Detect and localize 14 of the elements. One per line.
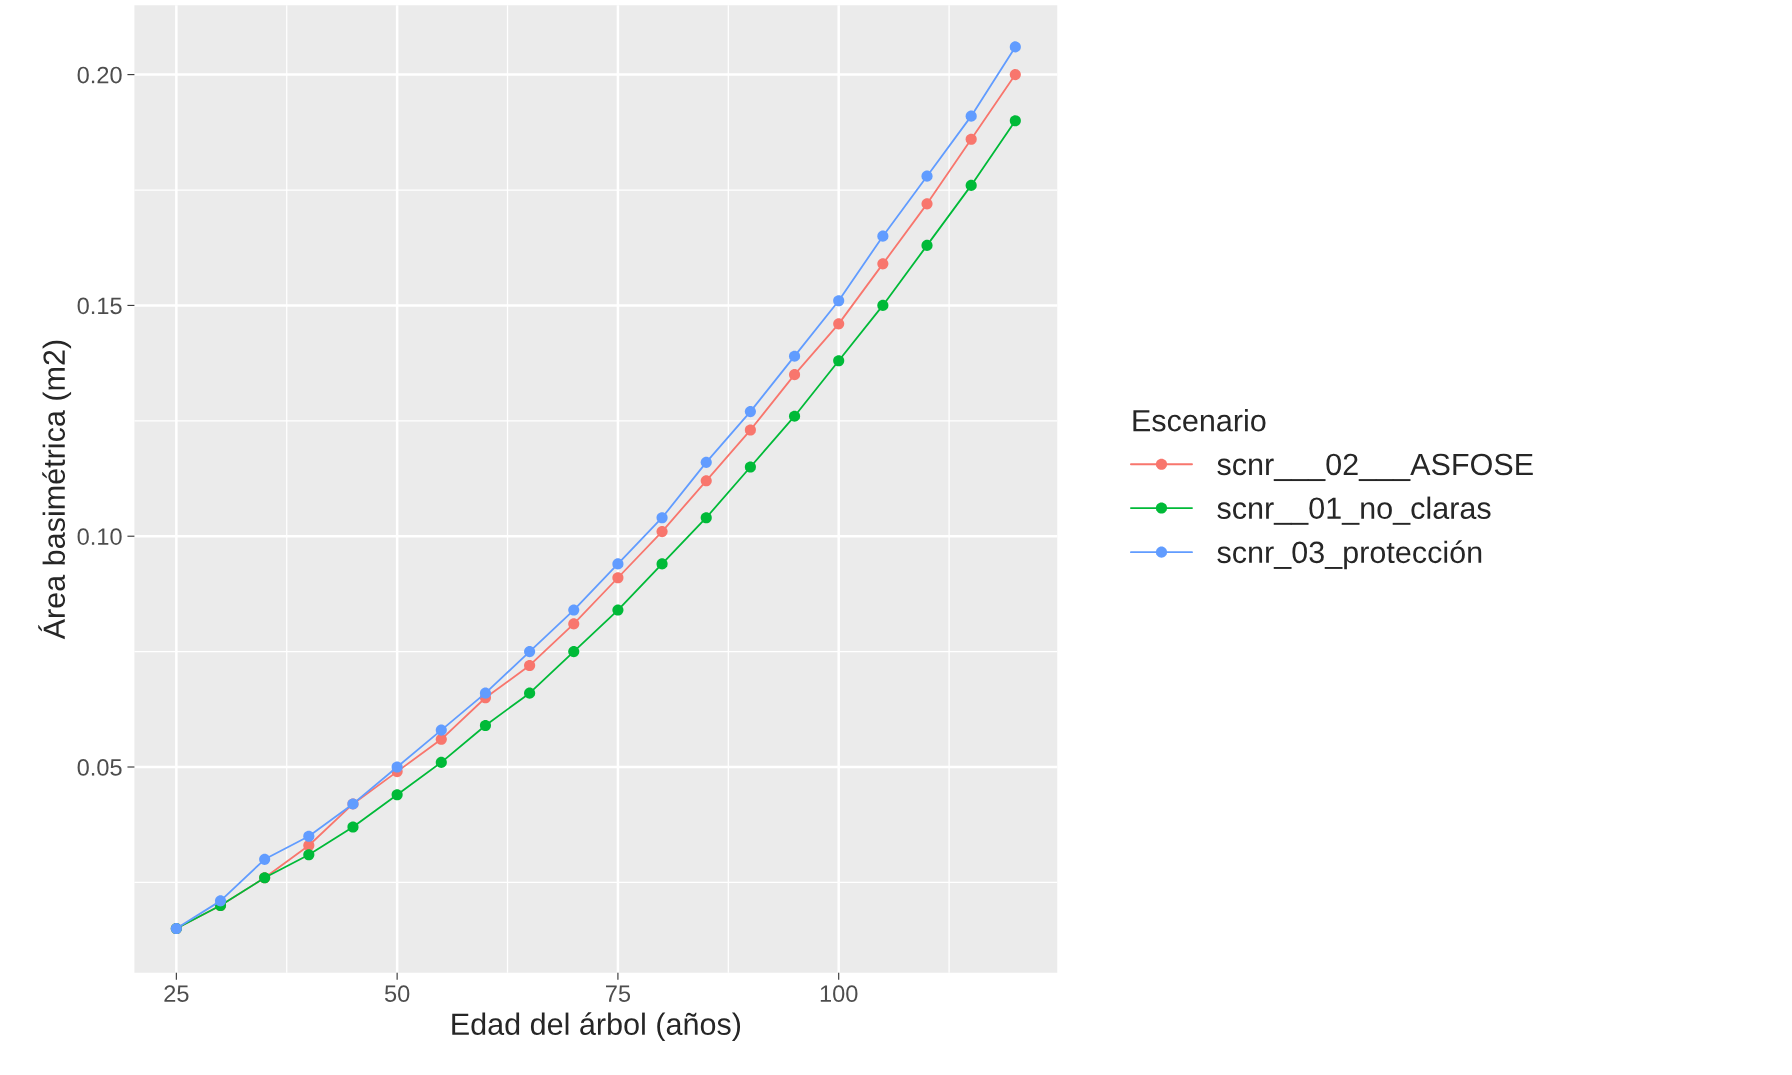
legend-title: Escenario xyxy=(1133,409,1266,432)
y-axis-title: Área basimétrica (m2) xyxy=(38,340,72,640)
legend-label: scnr___02___ASFOSE xyxy=(1217,453,1533,482)
y-tick-label: 0.20 xyxy=(77,66,122,84)
legend-label: scnr_03_protección xyxy=(1217,540,1482,570)
x-tick-label: 25 xyxy=(164,985,189,1003)
x-axis-title: Edad del árbol (años) xyxy=(452,1012,741,1042)
y-tick-label: 0.10 xyxy=(77,528,122,545)
y-tick-label: 0.15 xyxy=(77,297,122,315)
legend-label: scnr__01_no_claras xyxy=(1217,496,1491,525)
x-tick-label: 100 xyxy=(820,985,858,1003)
y-tick-label: 0.05 xyxy=(77,759,122,776)
x-tick-label: 75 xyxy=(606,985,631,1003)
x-tick-label: 50 xyxy=(384,985,410,1003)
